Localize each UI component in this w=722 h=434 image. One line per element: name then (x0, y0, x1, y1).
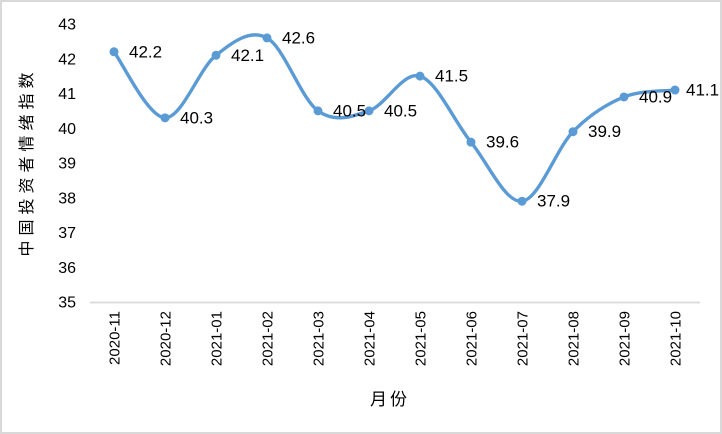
data-point-label: 40.3 (180, 108, 213, 127)
data-point-marker (619, 92, 629, 102)
data-point-marker (160, 113, 170, 123)
x-tick-label: 2021-01 (209, 311, 226, 366)
data-point-label: 41.5 (435, 67, 468, 86)
data-point-label: 40.5 (333, 101, 366, 120)
data-point-label: 42.1 (231, 46, 264, 65)
data-point-marker (466, 137, 476, 147)
y-tick-label: 36 (58, 260, 76, 277)
data-point-label: 39.9 (588, 122, 621, 141)
x-tick-label: 2020-12 (158, 311, 175, 366)
x-tick-label: 2021-09 (617, 311, 634, 366)
x-tick-label: 2021-07 (515, 311, 532, 366)
x-tick-label: 2021-05 (413, 311, 430, 366)
data-point-marker (211, 50, 221, 60)
y-tick-label: 41 (58, 86, 76, 103)
y-tick-label: 43 (58, 17, 76, 34)
x-tick-label: 2020-11 (107, 311, 124, 365)
data-point-label: 37.9 (537, 192, 570, 211)
data-point-marker (670, 85, 680, 95)
x-tick-label: 2021-02 (260, 311, 277, 366)
y-tick-label: 35 (58, 295, 76, 312)
data-point-label: 41.1 (686, 81, 719, 100)
y-tick-label: 40 (58, 121, 76, 138)
data-point-label: 42.6 (282, 28, 315, 47)
x-axis-title: 月份 (370, 390, 410, 409)
data-point-marker (415, 71, 425, 81)
data-point-marker (568, 127, 578, 137)
data-point-marker (109, 47, 119, 57)
data-point-label: 42.2 (129, 42, 162, 61)
data-point-marker (517, 196, 527, 206)
data-point-marker (262, 33, 272, 43)
y-tick-label: 42 (58, 51, 76, 68)
data-point-marker (364, 106, 374, 116)
y-tick-label: 37 (58, 225, 76, 242)
x-tick-label: 2021-10 (668, 311, 685, 366)
x-tick-label: 2021-08 (566, 311, 583, 366)
data-point-label: 40.9 (639, 87, 672, 106)
data-point-label: 39.6 (486, 133, 519, 152)
y-tick-label: 39 (58, 156, 76, 173)
data-point-label: 40.5 (384, 101, 417, 120)
x-tick-label: 2021-04 (362, 311, 379, 366)
data-point-marker (313, 106, 323, 116)
y-tick-label: 38 (58, 190, 76, 207)
x-tick-label: 2021-03 (311, 311, 328, 366)
x-tick-label: 2021-06 (464, 311, 481, 366)
